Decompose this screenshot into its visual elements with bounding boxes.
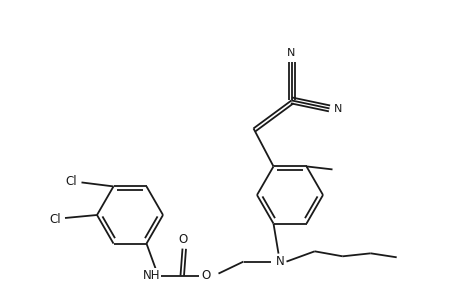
Text: NH: NH bbox=[143, 269, 160, 282]
Text: O: O bbox=[201, 269, 210, 282]
Text: N: N bbox=[276, 255, 285, 268]
Text: N: N bbox=[287, 48, 296, 59]
Text: Cl: Cl bbox=[66, 175, 77, 188]
Text: N: N bbox=[334, 104, 343, 114]
Text: O: O bbox=[178, 233, 187, 246]
Text: Cl: Cl bbox=[49, 213, 61, 225]
